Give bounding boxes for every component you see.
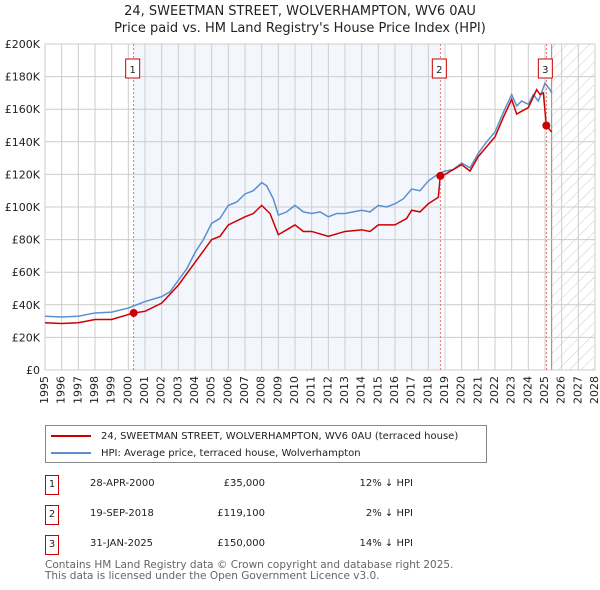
sale-price: £119,100	[217, 508, 265, 519]
sale-price: £150,000	[217, 538, 265, 549]
chart-subtitle: Price paid vs. HM Land Registry's House …	[114, 21, 486, 36]
y-tick-label: £120K	[5, 168, 41, 181]
footer-licence: This data is licensed under the Open Gov…	[45, 570, 380, 582]
sale-badge: 1	[45, 475, 59, 495]
y-tick-label: £40K	[12, 299, 41, 312]
y-tick-label: £60K	[12, 266, 41, 279]
sale-label: 1	[129, 65, 135, 76]
x-tick-label: 2007	[238, 376, 251, 404]
x-tick-label: 2025	[538, 376, 551, 404]
y-tick-label: £80K	[12, 234, 41, 247]
sale-row: 2 19-SEP-2018 £119,100 2% ↓ HPI	[45, 505, 445, 525]
x-tick-label: 2010	[288, 376, 301, 404]
x-tick-label: 2026	[555, 376, 568, 404]
footer: Contains HM Land Registry data © Crown c…	[45, 560, 453, 582]
legend-label-hpi: HPI: Average price, terraced house, Wolv…	[101, 447, 361, 459]
x-tick-label: 2000	[121, 376, 134, 404]
plot-border	[44, 43, 596, 371]
x-tick-label: 2024	[521, 376, 534, 404]
x-tick-label: 2002	[155, 376, 168, 404]
sale-badge: 3	[45, 535, 59, 555]
sale-date: 19-SEP-2018	[90, 508, 154, 519]
x-tick-label: 2008	[255, 376, 268, 404]
x-tick-label: 2015	[371, 376, 384, 404]
sale-point	[542, 121, 551, 130]
x-tick-label: 1996	[55, 376, 68, 404]
sale-point	[436, 171, 445, 180]
x-tick-label: 1998	[88, 376, 101, 404]
x-tick-label: 2005	[205, 376, 218, 404]
sale-badge: 2	[45, 505, 59, 525]
y-tick-label: £140K	[5, 136, 41, 149]
x-tick-label: 2016	[388, 376, 401, 404]
x-tick-label: 1995	[38, 376, 51, 404]
y-tick-label: £0	[26, 364, 40, 377]
x-tick-label: 2013	[338, 376, 351, 404]
legend-label-property: 24, SWEETMAN STREET, WOLVERHAMPTON, WV6 …	[101, 430, 459, 442]
sale-point	[129, 308, 138, 317]
footer-copyright: Contains HM Land Registry data © Crown c…	[45, 559, 454, 571]
legend: 24, SWEETMAN STREET, WOLVERHAMPTON, WV6 …	[45, 425, 487, 463]
y-tick-label: £160K	[5, 103, 41, 116]
y-tick-label: £180K	[5, 71, 41, 84]
sale-hpi-diff: 12% ↓ HPI	[359, 478, 413, 489]
x-tick-label: 2028	[588, 376, 600, 404]
x-tick-label: 2018	[421, 376, 434, 404]
x-tick-label: 2003	[171, 376, 184, 404]
sale-date: 31-JAN-2025	[90, 538, 154, 549]
x-tick-label: 2022	[488, 376, 501, 404]
price-chart: 1995 1996 1997 1998 1999 2000 2001 2002 2003 2004…	[5, 38, 600, 404]
price-paid-line	[44, 88, 553, 325]
x-tick-label: 2019	[438, 376, 451, 404]
sale-label: 3	[542, 65, 548, 76]
legend-swatch-property	[51, 435, 91, 437]
x-tick-label: 2006	[221, 376, 234, 404]
y-tick-label: £200K	[5, 38, 41, 51]
x-tick-label: 1999	[105, 376, 118, 404]
x-tick-label: 2009	[271, 376, 284, 404]
x-tick-label: 2012	[321, 376, 334, 404]
sale-label-box	[537, 58, 553, 79]
x-tick-label: 2004	[188, 376, 201, 404]
sale-date: 28-APR-2000	[90, 478, 155, 489]
sale-hpi-diff: 2% ↓ HPI	[365, 508, 413, 519]
sale-row: 3 31-JAN-2025 £150,000 14% ↓ HPI	[45, 535, 445, 555]
sale-label-box	[125, 58, 141, 79]
sale-hpi-diff: 14% ↓ HPI	[359, 538, 413, 549]
x-tick-label: 2011	[305, 376, 318, 404]
x-tick-label: 2023	[505, 376, 518, 404]
legend-swatch-hpi	[51, 452, 91, 454]
hpi-line	[44, 81, 553, 318]
x-tick-label: 2020	[455, 376, 468, 404]
sale-price: £35,000	[223, 478, 265, 489]
chart-title: 24, SWEETMAN STREET, WOLVERHAMPTON, WV6 …	[124, 4, 476, 19]
x-tick-label: 2027	[571, 376, 584, 404]
x-tick-label: 2014	[355, 376, 368, 404]
sale-label-box	[431, 58, 447, 79]
x-tick-label: 2001	[138, 376, 151, 404]
y-tick-label: £100K	[5, 201, 41, 214]
y-tick-label: £20K	[12, 331, 41, 344]
sale-row: 1 28-APR-2000 £35,000 12% ↓ HPI	[45, 475, 445, 495]
x-tick-label: 2021	[471, 376, 484, 404]
x-tick-label: 2017	[405, 376, 418, 404]
sale-label: 2	[436, 65, 442, 76]
x-tick-label: 1997	[71, 376, 84, 404]
